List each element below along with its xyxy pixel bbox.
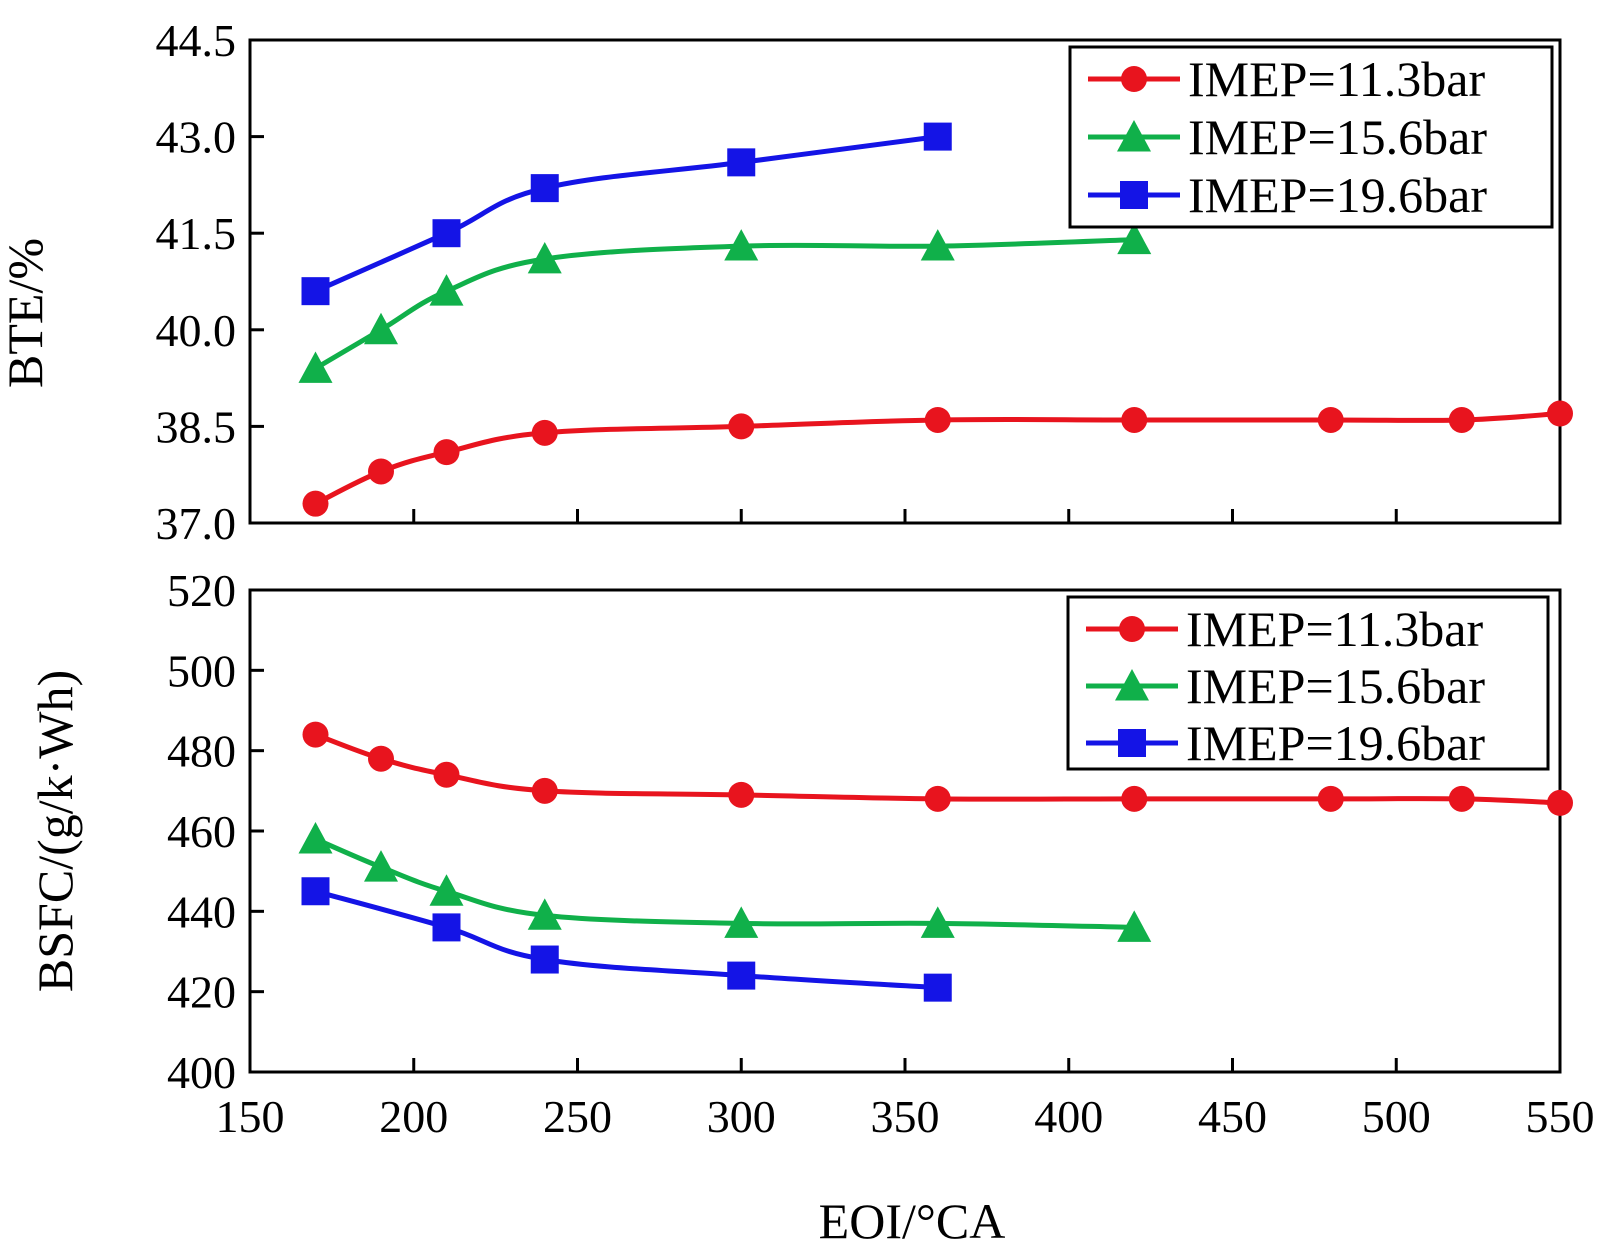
data-point-circle [302,721,329,748]
legend-marker-circle [1121,66,1147,92]
data-point-circle [1448,406,1475,433]
x-tick-label: 400 [1034,1091,1103,1142]
data-point-triangle [527,898,562,930]
data-point-circle [531,419,558,446]
data-point-square [530,174,559,203]
y-tick-label: 38.5 [156,401,237,452]
data-point-triangle [429,274,464,306]
data-point-circle [728,781,755,808]
data-point-square [432,219,461,248]
data-point-circle [1547,789,1573,816]
data-point-circle [302,490,329,517]
y-tick-label: 520 [167,565,236,616]
data-point-triangle [1117,222,1152,255]
data-point-circle [1121,785,1148,812]
y-tick-label: 420 [167,967,236,1018]
series-line-square [313,134,941,294]
y-tick-label: 460 [167,806,236,857]
bsfc-panel: 150 200 250 300 350 400 450 500 550 400 420 440 460 4… [27,565,1595,1142]
data-point-circle [1317,785,1344,812]
y-tick-label: 40.0 [156,305,237,356]
series-line-square [313,888,941,991]
data-point-triangle [429,874,464,906]
data-point-circle [368,745,394,772]
x-tick-label: 500 [1362,1091,1431,1142]
legend-marker-triangle [1115,669,1149,701]
x-tick-label: 450 [1198,1091,1267,1142]
data-point-circle [531,777,558,804]
y-tick-label: 440 [167,886,236,937]
data-point-triangle [920,229,955,261]
data-point-circle [433,439,460,466]
series-line-triangle [313,237,1137,371]
x-axis-title: EOI/°CA [819,1193,1006,1249]
x-tick-label: 250 [543,1091,612,1142]
legend-label: IMEP=19.6bar [1188,167,1487,223]
data-point-circle [924,785,951,812]
legend-label: IMEP=11.3bar [1186,601,1483,657]
data-point-triangle [298,822,333,854]
y-tick-label: 43.0 [156,112,237,163]
data-point-triangle [364,312,398,345]
x-tick-label: 200 [379,1091,448,1142]
y-tick-label: 500 [167,645,236,696]
data-point-circle [1121,406,1148,433]
bte-panel: 37.0 38.5 40.0 41.5 43.0 44.5 BTE/% IMEP=11.3ba… [0,15,1573,549]
data-point-triangle [364,850,398,882]
y-tick-label: 41.5 [156,208,237,259]
legend-marker-square [1120,181,1148,209]
x-tick-label: 300 [707,1091,776,1142]
y-tick-label: 480 [167,726,236,777]
legend-label: IMEP=15.6bar [1186,658,1485,714]
data-point-circle [924,406,951,433]
y-axis-title: BSFC/(g/k·Wh) [27,670,83,992]
legend-label: IMEP=11.3bar [1188,51,1485,107]
legend-label: IMEP=19.6bar [1186,715,1485,771]
data-point-circle [728,413,755,440]
series-line-triangle [313,836,1137,930]
data-point-triangle [920,906,955,938]
legend-marker-circle [1119,616,1145,642]
y-tick-label: 400 [167,1047,236,1098]
data-point-square [301,877,330,906]
data-point-square [432,913,461,942]
data-point-circle [433,761,460,788]
y-tick-label: 37.0 [156,498,237,549]
legend-label: IMEP=15.6bar [1188,109,1487,165]
legend-marker-square [1118,729,1146,757]
data-point-square [923,122,952,151]
data-point-triangle [298,351,333,383]
data-point-square [530,945,559,974]
data-point-square [727,961,756,990]
data-point-triangle [724,906,759,938]
data-point-circle [1448,785,1475,812]
legend-marker-triangle [1117,120,1151,152]
data-point-square [727,148,756,177]
data-point-triangle [724,229,759,261]
data-point-triangle [1117,910,1152,942]
x-tick-label: 150 [216,1091,285,1142]
data-point-circle [1547,400,1573,427]
data-point-triangle [527,241,562,274]
y-axis-title: BTE/% [0,238,53,388]
data-point-circle [368,458,394,485]
data-point-circle [1317,406,1344,433]
data-point-square [301,277,330,306]
y-tick-label: 44.5 [156,15,237,66]
legend-box [1066,595,1550,771]
x-tick-label: 350 [871,1091,940,1142]
data-point-square [923,973,952,1002]
x-tick-label: 550 [1526,1091,1595,1142]
